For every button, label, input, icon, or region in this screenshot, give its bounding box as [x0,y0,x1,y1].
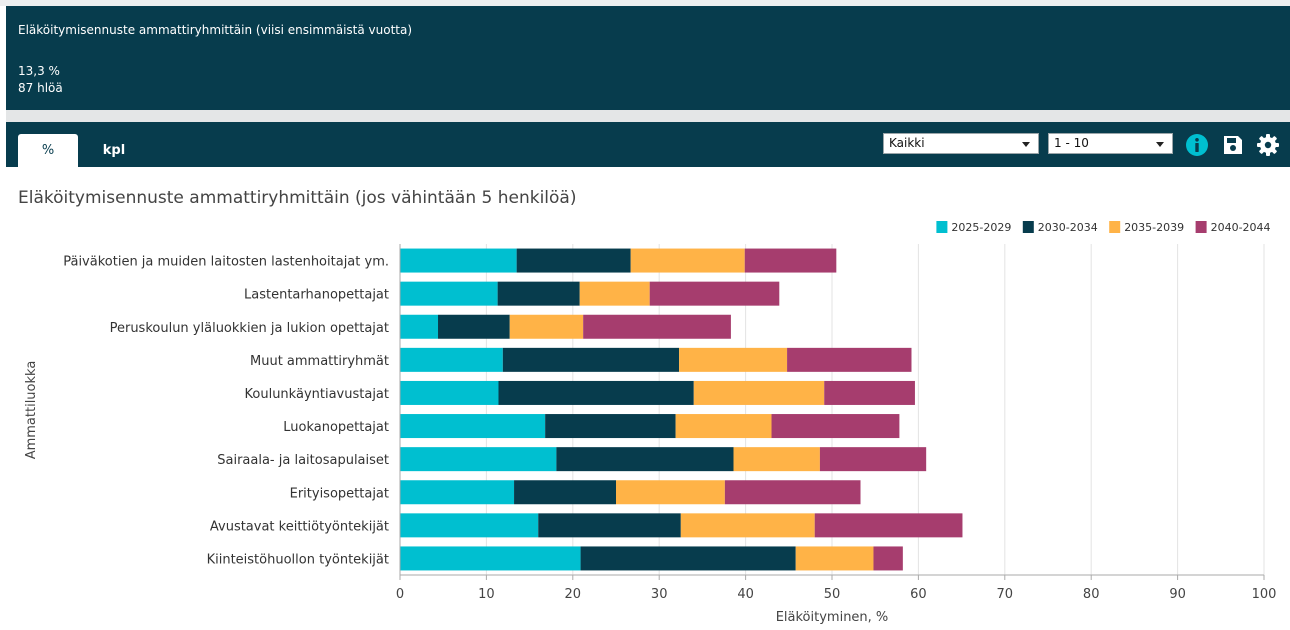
x-tick-label: 70 [997,587,1014,602]
bar-segment [497,281,580,306]
chart-toolbar: % kpl Kaikki 1 - 10 [6,122,1290,167]
legend-swatch [1022,221,1034,233]
bar-segment [744,248,837,273]
bar-segment [873,546,903,571]
legend-label: 2040-2044 [1211,221,1271,234]
chevron-down-icon [1022,142,1030,147]
chevron-down-icon [1156,142,1164,147]
x-tick-label: 100 [1252,587,1277,602]
bar-segment [675,414,772,439]
x-tick-label: 90 [1169,587,1186,602]
x-tick-label: 80 [1083,587,1100,602]
bar-segment [795,546,874,571]
legend-label: 2025-2029 [951,221,1011,234]
x-tick-label: 30 [651,587,668,602]
category-label: Kiinteistöhuollon työntekijät [207,552,389,567]
bar-segment [724,480,861,505]
x-tick-label: 0 [396,587,404,602]
chart-title: Eläköitymisennuste ammattiryhmittäin (jo… [18,188,577,208]
bar-segment [400,347,503,372]
bar-segment [733,447,820,472]
category-label: Avustavat keittiötyöntekijät [210,519,389,534]
bar-segment [438,314,510,339]
bar-segment [616,480,725,505]
tab-percent[interactable]: % [18,134,78,167]
bar-segment [509,314,584,339]
tab-count[interactable]: kpl [102,143,126,158]
bar-segment [649,281,780,306]
category-label: Muut ammattiryhmät [250,354,389,369]
bar-segment [400,380,499,405]
category-label: Luokanopettajat [283,420,389,435]
top-strip [0,0,1290,6]
category-label: Erityisopettajat [290,486,389,501]
bar-segment [514,480,616,505]
category-label: Koulunkäyntiavustajat [245,387,389,402]
legend-label: 2030-2034 [1038,221,1098,234]
save-icon[interactable] [1221,133,1245,157]
x-tick-label: 20 [565,587,582,602]
bar-segment [400,248,517,273]
category-label: Sairaala- ja laitosapulaiset [217,453,389,468]
x-tick-label: 50 [824,587,841,602]
bar-segment [502,347,680,372]
bar-segment [819,447,927,472]
group-select[interactable]: Kaikki [883,133,1039,154]
bar-segment [583,314,731,339]
legend-swatch [1109,221,1121,233]
bar-segment [498,380,694,405]
separator [6,110,1290,122]
range-select[interactable]: 1 - 10 [1048,133,1173,154]
legend-label: 2035-2039 [1124,221,1184,234]
bar-segment [679,347,788,372]
bar-segment [630,248,745,273]
summary-title: Eläköitymisennuste ammattiryhmittäin (vi… [18,23,413,37]
legend-swatch [936,221,948,233]
x-tick-label: 60 [910,587,927,602]
bar-segment [787,347,912,372]
info-icon[interactable] [1185,133,1209,157]
category-label: Peruskoulun yläluokkien ja lukion opetta… [110,321,389,336]
summary-panel: Eläköitymisennuste ammattiryhmittäin (vi… [6,6,1290,110]
summary-percent: 13,3 % [18,64,60,78]
bar-segment [580,546,796,571]
bar-segment [400,314,439,339]
bar-segment [400,414,546,439]
bar-segment [693,380,825,405]
bar-segment [680,513,815,538]
y-axis-label: Ammattiluokka [24,361,39,460]
bar-segment [400,513,539,538]
bar-segment [538,513,681,538]
bar-segment [824,380,915,405]
bar-segment [516,248,631,273]
legend-swatch [1195,221,1207,233]
bar-segment [400,281,498,306]
group-select-value: Kaikki [889,136,925,150]
bar-segment [771,414,900,439]
x-tick-label: 40 [737,587,754,602]
x-axis-label: Eläköityminen, % [776,610,889,625]
bar-segment [556,447,734,472]
bar-segment [400,546,581,571]
summary-count: 87 hlöä [18,81,63,95]
category-label: Päiväkotien ja muiden laitosten lastenho… [63,255,389,270]
category-label: Lastentarhanopettajat [244,288,389,303]
range-select-value: 1 - 10 [1054,136,1089,150]
x-tick-label: 10 [478,587,495,602]
gear-icon[interactable] [1256,133,1280,157]
bar-segment [579,281,650,306]
bar-segment [400,480,515,505]
bar-segment [814,513,963,538]
bar-segment [400,447,557,472]
bar-segment [545,414,676,439]
